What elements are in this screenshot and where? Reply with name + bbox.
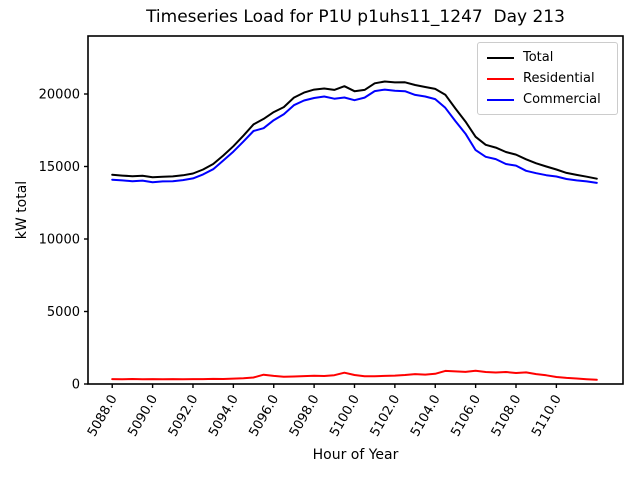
- x-tick-label: 5104.0: [408, 393, 444, 440]
- y-tick-label: 15000: [39, 160, 80, 175]
- legend: Total Residential Commercial: [477, 42, 618, 115]
- legend-label-residential: Residential: [523, 71, 595, 86]
- y-axis-label: kW total: [14, 180, 30, 240]
- x-tick-label: 5108.0: [489, 393, 525, 440]
- x-tick-label: 5102.0: [368, 393, 404, 440]
- y-tick-label: 10000: [39, 233, 80, 248]
- legend-line-sample-total: [487, 56, 514, 59]
- x-tick-label: 5100.0: [327, 393, 363, 440]
- x-tick-label: 5088.0: [85, 393, 121, 440]
- x-tick-label: 5092.0: [166, 393, 202, 440]
- series-commercial-line: [111, 88, 598, 184]
- chart-title: Timeseries Load for P1U p1uhs11_1247 Day…: [146, 7, 565, 27]
- x-axis-label: Hour of Year: [312, 447, 399, 463]
- y-tick-label: 0: [72, 378, 80, 393]
- x-tick-label: 5106.0: [448, 393, 484, 440]
- axes-frame: [87, 35, 624, 385]
- legend-line-sample-residential: [487, 77, 514, 80]
- x-tick-label: 5098.0: [287, 393, 323, 440]
- legend-label-commercial: Commercial: [523, 92, 601, 107]
- legend-entry-total: Total: [487, 49, 609, 66]
- legend-line-sample-commercial: [487, 98, 514, 101]
- y-tick-label: 5000: [47, 305, 80, 320]
- x-tick-label: 5110.0: [529, 393, 565, 440]
- y-tick-label: 20000: [39, 88, 80, 103]
- x-tick-label: 5094.0: [206, 393, 242, 440]
- x-tick-label: 5090.0: [125, 393, 161, 440]
- x-tick-label: 5096.0: [246, 393, 282, 440]
- legend-entry-residential: Residential: [487, 70, 609, 87]
- series-residential-line: [111, 369, 598, 381]
- series-total-line: [111, 80, 598, 180]
- legend-entry-commercial: Commercial: [487, 91, 609, 108]
- legend-label-total: Total: [523, 50, 554, 65]
